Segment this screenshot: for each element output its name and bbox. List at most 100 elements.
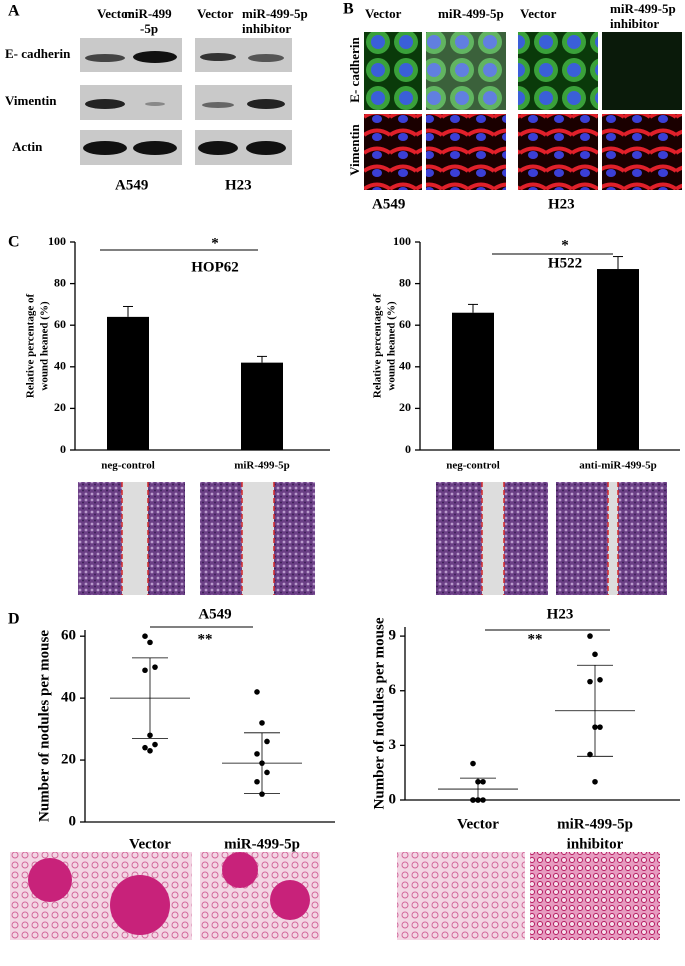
y-tick-label: 40 (399, 359, 411, 373)
data-point (142, 667, 148, 674)
data-point (587, 751, 593, 758)
column-header: Vector (197, 6, 234, 21)
cell-line: H23 (548, 196, 575, 212)
y-tick-label: 6 (389, 682, 397, 698)
y-tick-label: 60 (54, 317, 66, 331)
micrographs (364, 32, 682, 190)
chart-title: H522 (548, 255, 582, 271)
cell-line: A549 (115, 177, 148, 193)
data-point (147, 747, 153, 754)
data-point (254, 751, 260, 757)
y-tick-label: 80 (54, 275, 66, 289)
chart-title: HOP62 (191, 259, 239, 275)
data-point (480, 778, 486, 785)
wound-images (78, 482, 667, 595)
x-tick-label: inhibitor (567, 836, 624, 852)
row-label: Actin (12, 139, 43, 154)
data-point (259, 720, 265, 726)
y-tick-label: 100 (393, 234, 411, 248)
x-tick-label: Vector (457, 816, 499, 832)
significance-mark: * (211, 235, 219, 251)
data-point (152, 741, 158, 748)
x-tick-label: miR-499-5p (224, 836, 300, 852)
column-header: Vector (97, 6, 134, 21)
data-point (470, 760, 476, 767)
data-point (142, 633, 148, 639)
y-tick-label: 20 (61, 752, 76, 768)
x-tick-label: anti-miR-499-5p (579, 460, 657, 472)
y-tick-label: 60 (399, 317, 411, 331)
y-axis-label: wound heaned (%) (386, 301, 398, 391)
column-header: Vector (365, 6, 402, 21)
chart-title: A549 (198, 606, 231, 622)
y-tick-label: 0 (389, 791, 397, 807)
y-tick-label: 20 (399, 400, 411, 414)
cell-line: A549 (372, 196, 405, 212)
bar (241, 362, 283, 450)
row-label: E- cadherin (5, 46, 71, 61)
column-header: inhibitor (242, 21, 291, 36)
column-header: miR-499-5p (438, 6, 504, 21)
panel-label: D (8, 611, 20, 628)
data-point (264, 769, 270, 776)
cell-line: H23 (225, 177, 252, 193)
x-tick-label: Vector (129, 836, 171, 852)
column-header: inhibitor (610, 16, 659, 31)
y-axis-label: wound heaned (%) (39, 301, 51, 391)
y-tick-label: 0 (60, 442, 66, 456)
y-tick-label: 0 (405, 442, 411, 456)
y-tick-label: 40 (54, 359, 66, 373)
chart-title: H23 (547, 606, 574, 622)
panel-label: B (343, 1, 354, 18)
data-point (147, 639, 153, 646)
y-tick-label: 9 (389, 628, 397, 644)
y-axis-label: Relative percentage of (25, 294, 37, 399)
bar (107, 316, 149, 450)
data-point (597, 677, 603, 683)
data-point (254, 689, 260, 695)
column-header: miR-499-5p (610, 1, 676, 16)
histology-images (10, 852, 660, 940)
significance-mark: * (561, 237, 569, 253)
y-tick-label: 60 (61, 628, 76, 644)
column-header: -5p (140, 21, 158, 36)
significance-mark: ** (528, 631, 543, 647)
panel-a: A Vector miR-499 -5p Vector miR-499-5p i… (5, 3, 308, 194)
bar (452, 312, 494, 450)
data-point (592, 651, 598, 658)
column-header: miR-499-5p (242, 6, 308, 21)
panel-label: A (8, 3, 20, 20)
row-label: E- cadherin (347, 37, 362, 103)
data-point (254, 778, 260, 785)
x-tick-label: miR-499-5p (234, 460, 290, 472)
row-label: Vimentin (347, 123, 362, 175)
data-point (587, 633, 593, 639)
row-label: Vimentin (5, 93, 57, 108)
data-point (587, 678, 593, 685)
blots (80, 38, 292, 165)
x-tick-label: neg-control (446, 460, 500, 472)
panel-label: C (8, 234, 20, 251)
panel-b: B Vector miR-499-5p Vector miR-499-5p in… (343, 1, 682, 212)
data-point (264, 738, 270, 745)
bar (597, 269, 639, 450)
column-header: miR-499 (124, 6, 172, 21)
data-point (597, 724, 603, 730)
y-tick-label: 100 (48, 234, 66, 248)
column-header: Vector (520, 6, 557, 21)
y-tick-label: 20 (54, 400, 66, 414)
y-tick-label: 40 (61, 690, 76, 706)
y-tick-label: 80 (399, 275, 411, 289)
y-tick-label: 0 (69, 813, 77, 829)
y-axis-label: Number of nodules per mouse (371, 617, 387, 809)
y-axis-label: Relative percentage of (372, 294, 384, 399)
x-tick-label: miR-499-5p (557, 816, 633, 832)
y-tick-label: 3 (389, 737, 397, 753)
data-point (592, 778, 598, 785)
data-point (142, 744, 148, 751)
y-axis-label: Number of nodules per mouse (36, 630, 52, 822)
data-point (259, 791, 265, 797)
x-tick-label: neg-control (101, 460, 155, 472)
significance-mark: ** (198, 631, 213, 647)
